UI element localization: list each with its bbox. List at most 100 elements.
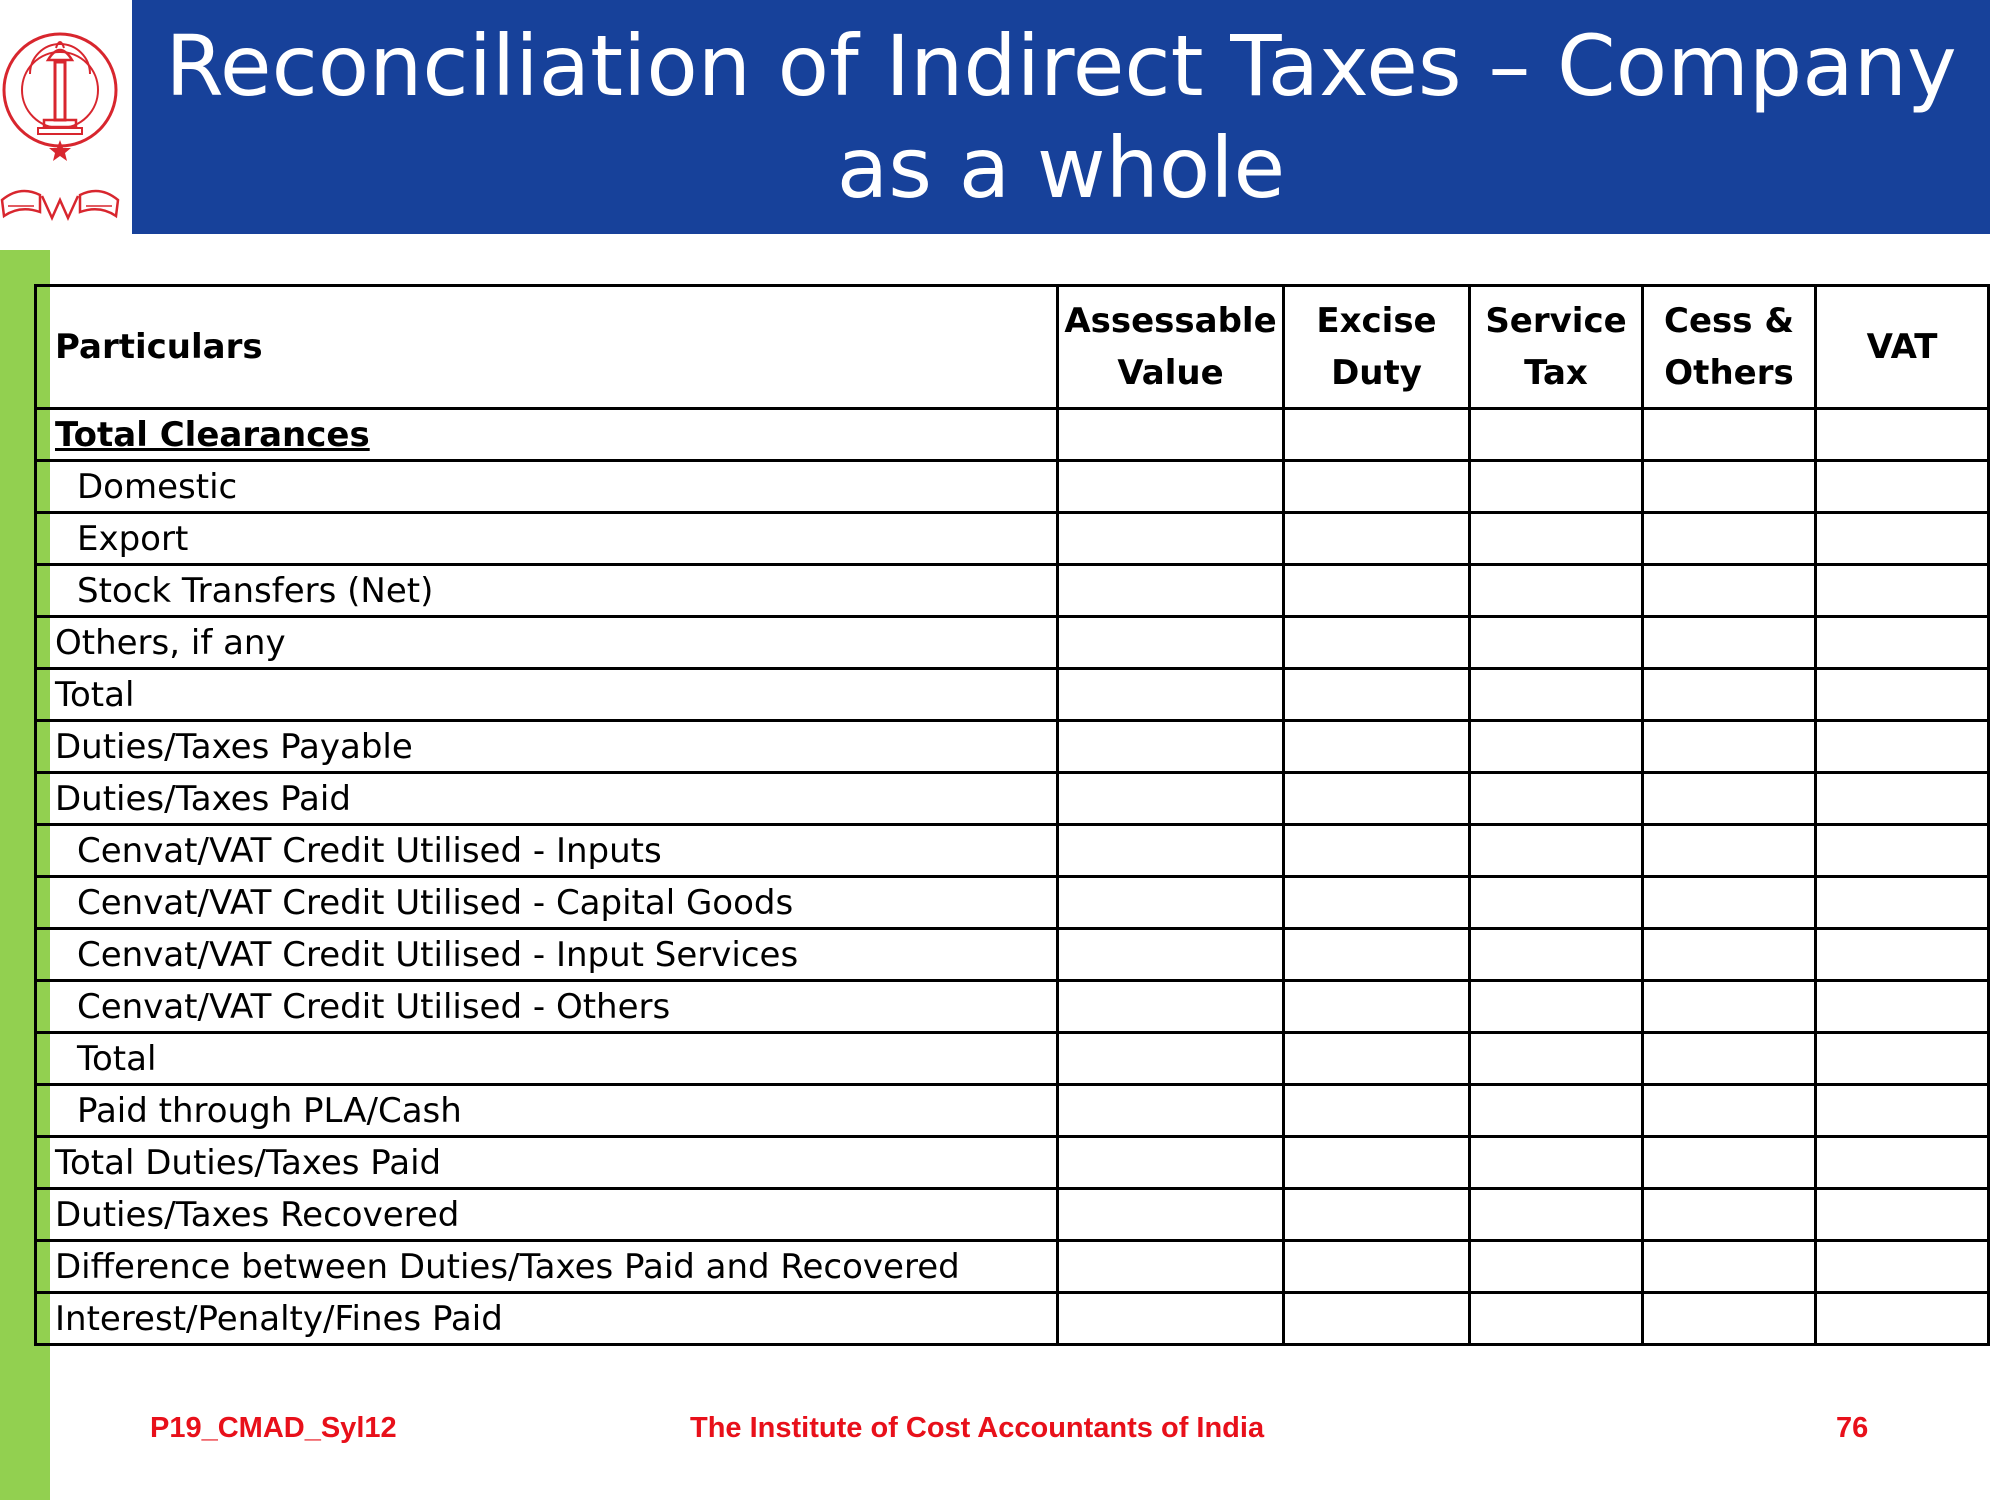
value-cell	[1641, 771, 1817, 826]
header-cess-others: Cess & Others	[1641, 284, 1817, 410]
value-cell	[1056, 771, 1285, 826]
value-cell	[1641, 563, 1817, 618]
value-cell	[1814, 1135, 1990, 1190]
value-cell	[1282, 1291, 1471, 1346]
value-cell	[1282, 719, 1471, 774]
value-cell	[1282, 511, 1471, 566]
value-cell	[1641, 1187, 1817, 1242]
row-label: Total Clearances	[34, 407, 1059, 462]
value-cell	[1056, 1187, 1285, 1242]
value-cell	[1814, 1083, 1990, 1138]
value-cell	[1056, 459, 1285, 514]
value-cell	[1814, 459, 1990, 514]
value-cell	[1468, 1291, 1644, 1346]
value-cell	[1282, 1135, 1471, 1190]
value-cell	[1056, 927, 1285, 982]
header-excise-duty: Excise Duty	[1282, 284, 1471, 410]
value-cell	[1814, 407, 1990, 462]
value-cell	[1056, 407, 1285, 462]
value-cell	[1056, 875, 1285, 930]
value-cell	[1282, 1083, 1471, 1138]
institute-logo	[0, 0, 130, 234]
row-label: Paid through PLA/Cash	[34, 1083, 1059, 1138]
table-row: Cenvat/VAT Credit Utilised - Others	[34, 979, 1990, 1034]
table-row: Total Clearances	[34, 407, 1990, 462]
row-label: Domestic	[34, 459, 1059, 514]
value-cell	[1282, 1239, 1471, 1294]
value-cell	[1814, 615, 1990, 670]
value-cell	[1468, 407, 1644, 462]
value-cell	[1814, 563, 1990, 618]
header-vat: VAT	[1814, 284, 1990, 410]
slide-title: Reconciliation of Indirect Taxes – Compa…	[165, 17, 1957, 217]
row-label: Cenvat/VAT Credit Utilised - Inputs	[34, 823, 1059, 878]
value-cell	[1056, 1135, 1285, 1190]
value-cell	[1056, 979, 1285, 1034]
row-label: Export	[34, 511, 1059, 566]
institute-emblem-icon	[0, 32, 120, 222]
value-cell	[1056, 1239, 1285, 1294]
value-cell	[1641, 1291, 1817, 1346]
value-cell	[1814, 1031, 1990, 1086]
value-cell	[1282, 1031, 1471, 1086]
value-cell	[1282, 875, 1471, 930]
value-cell	[1814, 771, 1990, 826]
row-label: Others, if any	[34, 615, 1059, 670]
table-row: Total Duties/Taxes Paid	[34, 1135, 1990, 1190]
row-label: Total	[34, 1031, 1059, 1086]
value-cell	[1056, 563, 1285, 618]
table-body: Total Clearances Domestic Export Stock Tran…	[34, 407, 1990, 1346]
table-row: Difference between Duties/Taxes Paid and…	[34, 1239, 1990, 1294]
value-cell	[1814, 1291, 1990, 1346]
value-cell	[1814, 719, 1990, 774]
table-row: Total	[34, 1031, 1990, 1086]
value-cell	[1282, 823, 1471, 878]
value-cell	[1641, 459, 1817, 514]
value-cell	[1814, 875, 1990, 930]
footer-page-number: 76	[1836, 1412, 1869, 1444]
value-cell	[1641, 511, 1817, 566]
value-cell	[1468, 459, 1644, 514]
table-row: Stock Transfers (Net)	[34, 563, 1990, 618]
value-cell	[1814, 823, 1990, 878]
row-label: Cenvat/VAT Credit Utilised - Capital Goo…	[34, 875, 1059, 930]
reconciliation-table: Particulars Assessable Value Excise Duty…	[34, 284, 1990, 1346]
value-cell	[1814, 1239, 1990, 1294]
row-label: Total	[34, 667, 1059, 722]
value-cell	[1468, 979, 1644, 1034]
value-cell	[1641, 1083, 1817, 1138]
footer-institute-name: The Institute of Cost Accountants of Ind…	[690, 1412, 1265, 1444]
row-label: Duties/Taxes Paid	[34, 771, 1059, 826]
footer-course-code: P19_CMAD_Syl12	[150, 1412, 397, 1444]
header-service-tax: Service Tax	[1468, 284, 1644, 410]
value-cell	[1056, 719, 1285, 774]
value-cell	[1641, 927, 1817, 982]
row-label: Cenvat/VAT Credit Utilised - Input Servi…	[34, 927, 1059, 982]
value-cell	[1814, 511, 1990, 566]
table-header-row: Particulars Assessable Value Excise Duty…	[34, 284, 1990, 410]
value-cell	[1056, 1031, 1285, 1086]
value-cell	[1056, 615, 1285, 670]
value-cell	[1468, 823, 1644, 878]
value-cell	[1056, 511, 1285, 566]
row-label: Total Duties/Taxes Paid	[34, 1135, 1059, 1190]
header-assessable-value: Assessable Value	[1056, 284, 1285, 410]
value-cell	[1282, 563, 1471, 618]
value-cell	[1282, 927, 1471, 982]
value-cell	[1814, 667, 1990, 722]
table-row: Others, if any	[34, 615, 1990, 670]
value-cell	[1468, 1031, 1644, 1086]
table-row: Domestic	[34, 459, 1990, 514]
value-cell	[1468, 1187, 1644, 1242]
table-row: Interest/Penalty/Fines Paid	[34, 1291, 1990, 1346]
table-row: Export	[34, 511, 1990, 566]
value-cell	[1468, 511, 1644, 566]
header-particulars: Particulars	[34, 284, 1059, 410]
value-cell	[1641, 1239, 1817, 1294]
value-cell	[1282, 771, 1471, 826]
value-cell	[1468, 771, 1644, 826]
value-cell	[1468, 875, 1644, 930]
value-cell	[1056, 1083, 1285, 1138]
row-label: Difference between Duties/Taxes Paid and…	[34, 1239, 1059, 1294]
value-cell	[1468, 719, 1644, 774]
